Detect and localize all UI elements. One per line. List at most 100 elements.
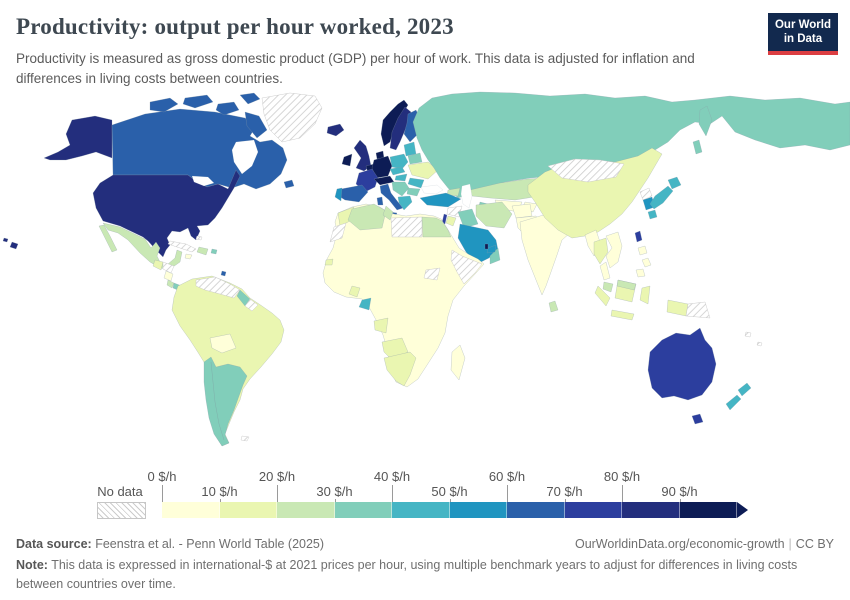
country-malay-strip[interactable] xyxy=(599,261,611,281)
country-south-america[interactable] xyxy=(171,275,285,447)
country-new-zealand-north[interactable] xyxy=(737,382,752,397)
country-israel[interactable] xyxy=(441,213,448,225)
country-egypt[interactable] xyxy=(421,216,452,238)
country-north-korea[interactable] xyxy=(639,187,653,201)
country-greece[interactable] xyxy=(397,195,413,211)
country-arctic-4[interactable] xyxy=(239,92,261,105)
country-puerto-rico[interactable] xyxy=(210,248,218,255)
country-usa[interactable] xyxy=(92,169,241,258)
country-balkans[interactable] xyxy=(391,181,410,197)
country-hawaii-1[interactable] xyxy=(9,241,19,250)
country-malaysia[interactable] xyxy=(602,281,614,293)
country-africa-base[interactable] xyxy=(322,203,485,388)
country-sakhalin[interactable] xyxy=(692,139,703,155)
country-jordan[interactable] xyxy=(445,215,457,227)
country-sri-lanka[interactable] xyxy=(548,300,559,313)
country-tasmania[interactable] xyxy=(691,413,704,425)
country-hungary[interactable] xyxy=(394,173,408,182)
country-horn-of-africa[interactable] xyxy=(450,249,483,285)
country-iceland[interactable] xyxy=(326,123,345,137)
country-taiwan[interactable] xyxy=(634,230,643,243)
country-philippines-1[interactable] xyxy=(637,245,648,256)
country-thailand[interactable] xyxy=(593,237,609,265)
country-baltics[interactable] xyxy=(403,141,417,157)
country-romania[interactable] xyxy=(407,177,425,189)
country-south-africa[interactable] xyxy=(383,351,417,387)
legend-bin[interactable] xyxy=(334,502,392,519)
legend-bin[interactable] xyxy=(564,502,622,519)
legend-bin[interactable] xyxy=(507,502,565,519)
country-kamchatka[interactable] xyxy=(698,105,713,137)
legend-bin[interactable] xyxy=(219,502,277,519)
country-arctic-1[interactable] xyxy=(149,97,179,113)
country-australia[interactable] xyxy=(647,327,717,401)
country-turkey[interactable] xyxy=(419,192,462,208)
country-jamaica[interactable] xyxy=(184,253,193,260)
country-tunisia[interactable] xyxy=(382,205,394,221)
country-bahamas[interactable] xyxy=(195,235,203,241)
country-libya[interactable] xyxy=(390,216,423,238)
country-ghana[interactable] xyxy=(348,285,361,298)
no-data-swatch[interactable] xyxy=(97,502,146,520)
country-new-zealand-south[interactable] xyxy=(725,394,742,411)
country-japan-hokkaido[interactable] xyxy=(667,176,682,190)
country-nicaragua[interactable] xyxy=(163,270,174,282)
country-sardinia[interactable] xyxy=(376,196,384,206)
country-ukraine[interactable] xyxy=(407,161,439,180)
legend-color-bar[interactable] xyxy=(162,502,737,519)
country-japan-honshu[interactable] xyxy=(649,185,674,210)
country-qatar[interactable] xyxy=(484,243,489,250)
legend-bin[interactable] xyxy=(392,502,450,519)
country-mongolia[interactable] xyxy=(547,158,625,183)
country-algeria[interactable] xyxy=(347,203,387,231)
country-west-papua[interactable] xyxy=(666,299,689,317)
country-borneo-malaysia[interactable] xyxy=(616,279,637,291)
country-baja[interactable] xyxy=(98,224,118,253)
country-fiji[interactable] xyxy=(744,331,752,338)
country-syria[interactable] xyxy=(446,205,463,218)
country-hispaniola[interactable] xyxy=(196,246,209,256)
owid-logo[interactable]: Our World in Data xyxy=(767,13,838,55)
country-south-sudan[interactable] xyxy=(423,267,441,281)
country-angola[interactable] xyxy=(373,317,389,334)
country-philippines-3[interactable] xyxy=(635,268,646,278)
country-greenland[interactable] xyxy=(261,92,323,143)
country-guatemala[interactable] xyxy=(152,259,164,271)
country-czechia[interactable] xyxy=(389,166,406,176)
country-belarus[interactable] xyxy=(407,152,423,165)
country-java[interactable] xyxy=(610,309,635,321)
country-mexico[interactable] xyxy=(102,222,183,270)
country-afghanistan[interactable] xyxy=(511,203,533,219)
country-venezuela[interactable] xyxy=(195,276,241,299)
country-pacific-island[interactable] xyxy=(756,341,763,347)
country-western-sahara[interactable] xyxy=(329,222,347,243)
license-label[interactable]: CC BY xyxy=(795,537,834,552)
country-ireland[interactable] xyxy=(341,153,353,167)
country-newfoundland[interactable] xyxy=(283,179,295,189)
legend-bin[interactable] xyxy=(277,502,335,519)
country-cuba[interactable] xyxy=(167,240,197,253)
country-iran[interactable] xyxy=(475,201,513,229)
country-germany[interactable] xyxy=(371,155,393,179)
country-senegal[interactable] xyxy=(324,258,334,266)
country-arctic-2[interactable] xyxy=(182,94,214,109)
country-trinidad[interactable] xyxy=(220,270,227,277)
country-falklands[interactable] xyxy=(240,435,250,442)
country-bolivia[interactable] xyxy=(209,333,237,354)
legend-bin[interactable] xyxy=(679,502,737,519)
country-papua-new-guinea[interactable] xyxy=(685,301,711,319)
country-iraq[interactable] xyxy=(457,208,479,229)
country-sumatra[interactable] xyxy=(594,285,611,307)
country-indochina[interactable] xyxy=(605,231,623,269)
legend-bin[interactable] xyxy=(162,502,220,519)
country-japan-kyushu[interactable] xyxy=(647,209,658,220)
country-hawaii-2[interactable] xyxy=(2,237,9,243)
country-uae[interactable] xyxy=(486,244,497,254)
country-arctic-3[interactable] xyxy=(215,101,240,116)
country-costa-rica[interactable] xyxy=(166,279,175,289)
country-madagascar[interactable] xyxy=(450,344,466,381)
country-southern-cone[interactable] xyxy=(203,356,248,447)
country-portugal[interactable] xyxy=(334,187,343,202)
country-sulawesi[interactable] xyxy=(639,285,651,305)
legend-bin[interactable] xyxy=(449,502,507,519)
